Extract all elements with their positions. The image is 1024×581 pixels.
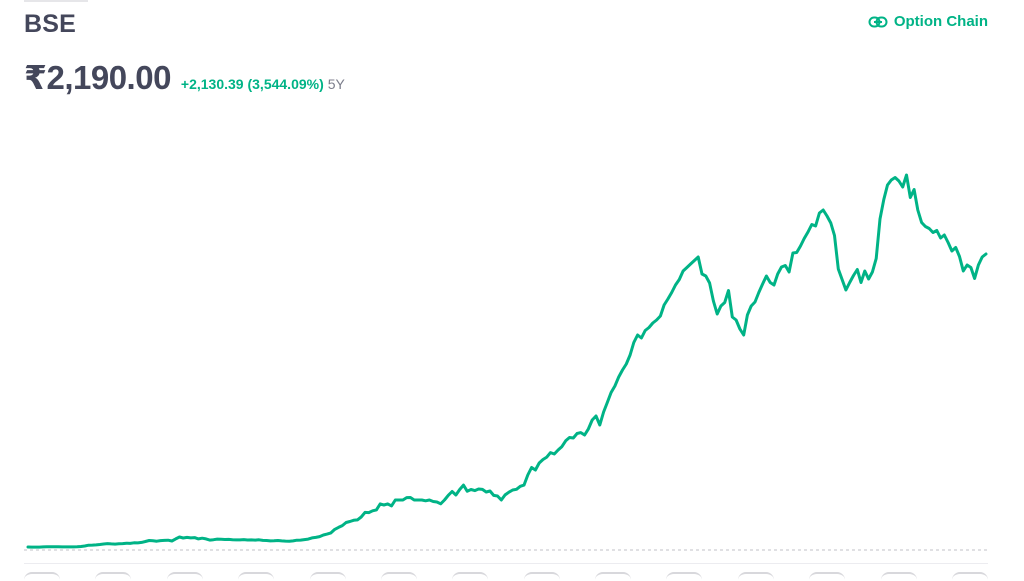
- range-tab[interactable]: [666, 572, 703, 581]
- price-change: +2,130.39 (3,544.09%): [180, 76, 324, 92]
- range-tab[interactable]: [24, 572, 60, 581]
- range-tab[interactable]: [380, 572, 417, 581]
- current-price: ₹2,190.00: [24, 59, 171, 96]
- chart-bottom-divider: [24, 563, 988, 564]
- range-tab[interactable]: [309, 572, 346, 581]
- range-tab[interactable]: [880, 572, 917, 581]
- range-tab[interactable]: [951, 572, 988, 581]
- range-tab[interactable]: [452, 572, 489, 581]
- range-tab[interactable]: [809, 572, 846, 581]
- stock-name: BSE: [24, 10, 77, 38]
- range-tab[interactable]: [95, 572, 132, 581]
- range-tab[interactable]: [523, 572, 560, 581]
- price-line: [26, 173, 988, 549]
- period-label: 5Y: [327, 76, 345, 92]
- price-chart[interactable]: [0, 120, 1024, 560]
- option-chain-link[interactable]: Option Chain: [868, 13, 988, 30]
- range-tabs-strip: [24, 572, 988, 579]
- range-tab[interactable]: [737, 572, 774, 581]
- option-chain-label: Option Chain: [893, 13, 988, 30]
- top-divider: [24, 0, 88, 2]
- price-row: ₹2,190.00 +2,130.39 (3,544.09%) 5Y: [24, 58, 345, 97]
- range-tab[interactable]: [166, 572, 203, 581]
- range-tab[interactable]: [238, 572, 275, 581]
- link-icon: [868, 15, 888, 29]
- range-tab[interactable]: [595, 572, 631, 581]
